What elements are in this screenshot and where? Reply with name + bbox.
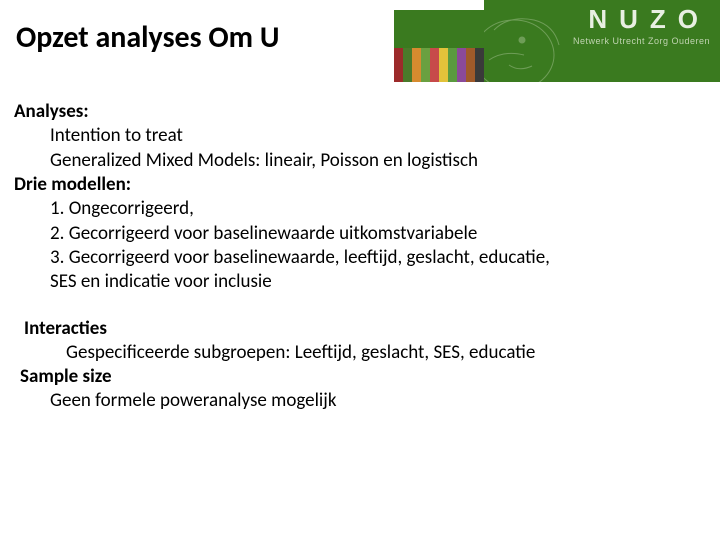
section-label: Sample size (14, 365, 706, 389)
stripe (430, 48, 439, 82)
slide-title: Opzet analyses Om U (16, 19, 279, 56)
stripe (448, 48, 457, 82)
stripe (439, 48, 448, 82)
logo-subtitle: Netwerk Utrecht Zorg Ouderen (573, 36, 710, 46)
stripe (475, 48, 484, 82)
stripe (457, 48, 466, 82)
stripe (394, 48, 403, 82)
body-line: 3. Gecorrigeerd voor baselinewaarde, lee… (14, 246, 706, 270)
body-line: 2. Gecorrigeerd voor baselinewaarde uitk… (14, 222, 706, 246)
body-line: Intention to treat (14, 124, 706, 148)
logo-stripes (394, 48, 484, 82)
slide-header: Opzet analyses Om U NUZO Netwerk Utrecht… (0, 0, 720, 82)
stripe (403, 48, 412, 82)
title-box: Opzet analyses Om U (0, 0, 394, 74)
body-line: Geen formele poweranalyse mogelijk (14, 389, 706, 413)
body-line: Gespecificeerde subgroepen: Leeftijd, ge… (14, 341, 706, 365)
stripe (421, 48, 430, 82)
body-line: 1. Ongecorrigeerd, (14, 197, 706, 221)
body-line: Generalized Mixed Models: lineair, Poiss… (14, 149, 706, 173)
section-label: Interacties (14, 317, 706, 341)
section-label: Drie modellen: (14, 173, 706, 197)
slide-body: Analyses: Intention to treat Generalized… (0, 82, 720, 414)
logo-text: NUZO (588, 4, 710, 35)
body-line: SES en indicatie voor inclusie (14, 270, 706, 294)
stripe (466, 48, 475, 82)
stripe (412, 48, 421, 82)
spacer (14, 295, 706, 317)
logo-block: NUZO Netwerk Utrecht Zorg Ouderen (484, 0, 720, 82)
section-label: Analyses: (14, 100, 706, 124)
